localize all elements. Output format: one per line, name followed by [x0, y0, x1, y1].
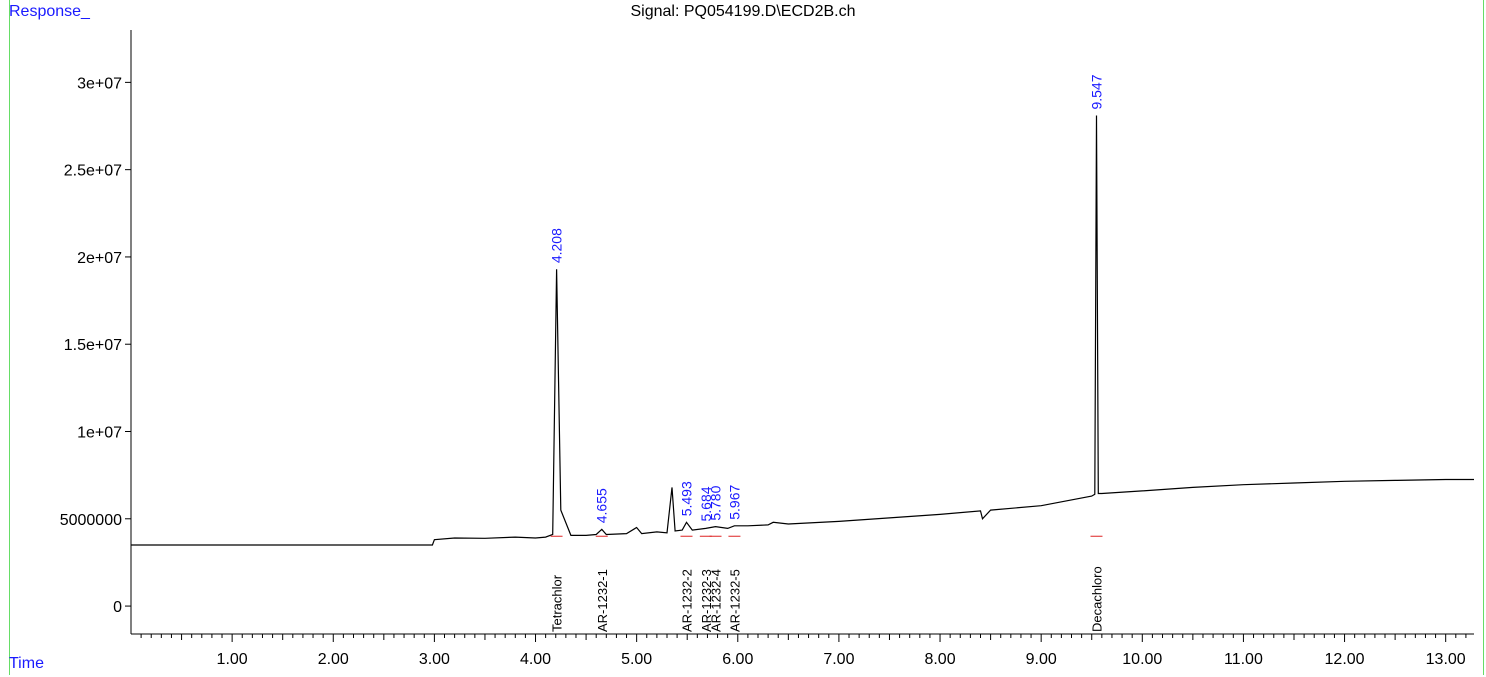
- x-tick-label: 5.00: [621, 651, 652, 668]
- x-tick-label: 11.00: [1224, 651, 1263, 668]
- peak-retention-label: 9.547: [1088, 74, 1104, 109]
- y-axis-label: Response_: [9, 3, 90, 20]
- y-tick-label: 5000000: [60, 512, 122, 529]
- x-tick-label: 12.00: [1325, 651, 1365, 668]
- x-tick-label: 3.00: [419, 651, 450, 668]
- x-tick-label: 9.00: [1026, 651, 1057, 668]
- peak-retention-label: 5.967: [726, 485, 742, 520]
- peak-retention-label: 4.655: [594, 488, 610, 523]
- compound-label: Decachloro: [1089, 566, 1104, 632]
- x-tick-label: 7.00: [823, 651, 854, 668]
- y-tick-label: 1e+07: [77, 425, 122, 442]
- plot-frame: [9, 0, 1484, 675]
- x-tick-label: 4.00: [520, 651, 551, 668]
- x-tick-label: 10.00: [1122, 651, 1162, 668]
- x-tick-label: 2.00: [318, 651, 349, 668]
- compound-label: AR-1232-1: [595, 569, 610, 632]
- x-axis-label: Time: [9, 655, 44, 672]
- compound-label: AR-1232-4: [709, 569, 724, 632]
- compound-label: AR-1232-2: [680, 569, 695, 632]
- signal-trace: [131, 115, 1474, 546]
- compound-label: AR-1232-5: [727, 569, 742, 632]
- chart-title: Signal: PQ054199.D\ECD2B.ch: [630, 3, 856, 20]
- y-tick-label: 0: [113, 599, 122, 616]
- y-tick-label: 2.5e+07: [64, 163, 122, 180]
- peak-retention-label: 5.780: [708, 485, 724, 520]
- y-tick-label: 1.5e+07: [64, 337, 122, 354]
- compound-label: AR-1232-3: [699, 569, 714, 632]
- x-tick-label: 1.00: [217, 651, 248, 668]
- x-tick-label: 6.00: [722, 651, 753, 668]
- y-tick-label: 3e+07: [77, 75, 122, 92]
- y-tick-label: 2e+07: [77, 250, 122, 267]
- peak-retention-label: 4.208: [549, 228, 565, 263]
- peak-retention-label: 5.493: [679, 481, 695, 516]
- x-tick-label: 13.00: [1426, 651, 1466, 668]
- peak-retention-label: 5.684: [698, 486, 714, 521]
- compound-label: Tetrachlor: [550, 574, 565, 632]
- x-tick-label: 8.00: [924, 651, 955, 668]
